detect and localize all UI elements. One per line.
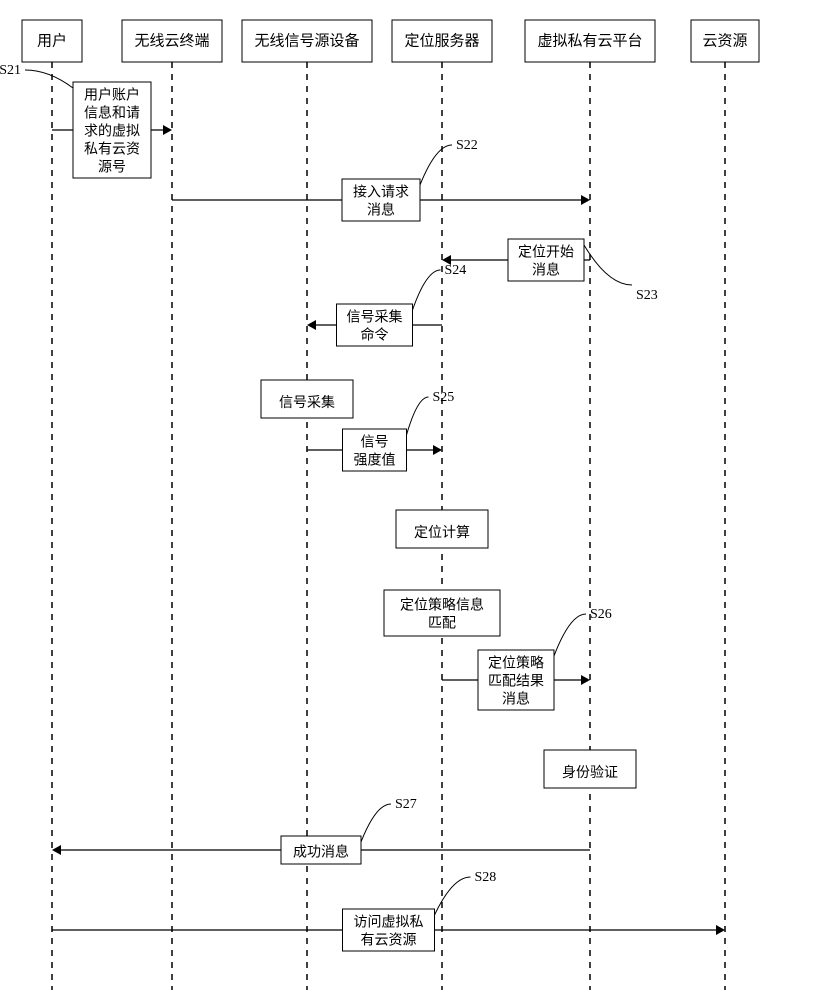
step-label: S24 <box>445 263 467 278</box>
step-connector <box>435 877 471 915</box>
message-text: 定位开始 <box>518 245 574 261</box>
arrow-head <box>581 195 590 205</box>
message-text: 信号采集 <box>347 309 403 326</box>
arrow-head <box>433 445 442 455</box>
message-text: 用户账户 <box>84 87 140 104</box>
arrow-head <box>716 925 725 935</box>
step-connector <box>361 804 391 842</box>
step-connector <box>584 245 632 285</box>
step-connector <box>420 145 452 185</box>
step-label: S25 <box>433 390 455 405</box>
arrow-head <box>581 675 590 685</box>
message-text: 私有云资 <box>84 142 140 158</box>
message-text: 匹配结果 <box>488 674 544 690</box>
message-text: 消息 <box>502 691 530 708</box>
message-text: 定位策略 <box>488 655 544 672</box>
message-text: 命令 <box>361 327 389 344</box>
participant-label: 无线云终端 <box>134 32 209 49</box>
step-label: S26 <box>590 607 612 622</box>
message-text: 接入请求 <box>353 184 409 201</box>
message-text: 信息和请 <box>84 105 140 122</box>
step-connector <box>413 270 441 310</box>
self-action-text: 定位计算 <box>414 525 470 541</box>
participant-label: 虚拟私有云平台 <box>537 32 642 49</box>
arrow-head <box>52 845 61 855</box>
message-text: 消息 <box>367 202 395 219</box>
self-action-text: 匹配 <box>428 617 456 632</box>
step-label: S28 <box>475 870 497 885</box>
message-text: 强度值 <box>354 453 396 469</box>
participant-label: 无线信号源设备 <box>254 32 359 49</box>
step-label: S23 <box>636 288 658 303</box>
self-action-text: 身份验证 <box>562 765 618 781</box>
message-text: 信号 <box>361 435 389 451</box>
arrow-head <box>307 320 316 330</box>
step-connector <box>554 614 586 656</box>
step-connector <box>407 397 429 435</box>
message-text: 求的虚拟 <box>84 124 140 140</box>
self-action-text: 信号采集 <box>279 394 335 411</box>
message-text: 消息 <box>532 262 560 279</box>
step-label: S21 <box>0 63 21 78</box>
message-text: 成功消息 <box>293 844 349 861</box>
step-connector <box>25 70 73 88</box>
participant-label: 用户 <box>37 32 67 49</box>
self-action-text: 定位策略信息 <box>400 597 484 614</box>
message-text: 源号 <box>98 160 126 176</box>
step-label: S22 <box>456 138 478 153</box>
message-text: 有云资源 <box>361 933 417 949</box>
arrow-head <box>163 125 172 135</box>
step-label: S27 <box>395 797 417 812</box>
message-text: 访问虚拟私 <box>354 915 424 931</box>
participant-label: 定位服务器 <box>404 32 479 49</box>
participant-label: 云资源 <box>702 32 747 49</box>
